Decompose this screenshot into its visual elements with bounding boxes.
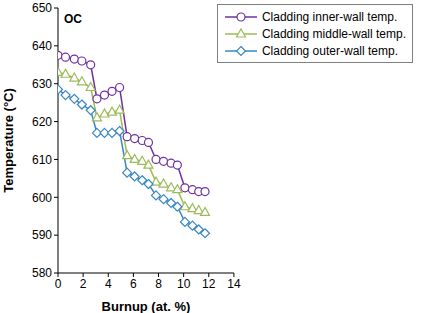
html-text:Cladding middle-wall temp.: Cladding middle-wall temp. <box>261 26 406 41</box>
svg-text:630: 630 <box>32 77 52 91</box>
svg-text:10: 10 <box>177 277 191 291</box>
svg-text:2: 2 <box>80 277 87 291</box>
svg-text:590: 590 <box>32 228 52 242</box>
svg-text:4: 4 <box>105 277 112 291</box>
svg-text:640: 640 <box>32 39 52 53</box>
svg-text:580: 580 <box>32 266 52 280</box>
svg-text:620: 620 <box>32 115 52 129</box>
svg-text:12: 12 <box>202 277 216 291</box>
svg-text:Burnup (at. %): Burnup (at. %) <box>102 299 191 313</box>
svg-text:610: 610 <box>32 153 52 167</box>
svg-text:14: 14 <box>227 277 241 291</box>
html-text:Cladding inner-wall temp.: Cladding inner-wall temp. <box>261 9 398 24</box>
svg-text:600: 600 <box>32 191 52 205</box>
svg-text:0: 0 <box>55 277 62 291</box>
svg-text:650: 650 <box>32 1 52 15</box>
html-text:Cladding outer-wall temp.: Cladding outer-wall temp. <box>261 43 398 58</box>
svg-text:6: 6 <box>130 277 137 291</box>
svg-text:Temperature (°C): Temperature (°C) <box>8 88 16 193</box>
html-text:OC: OC <box>64 12 82 26</box>
svg-text:8: 8 <box>155 277 162 291</box>
